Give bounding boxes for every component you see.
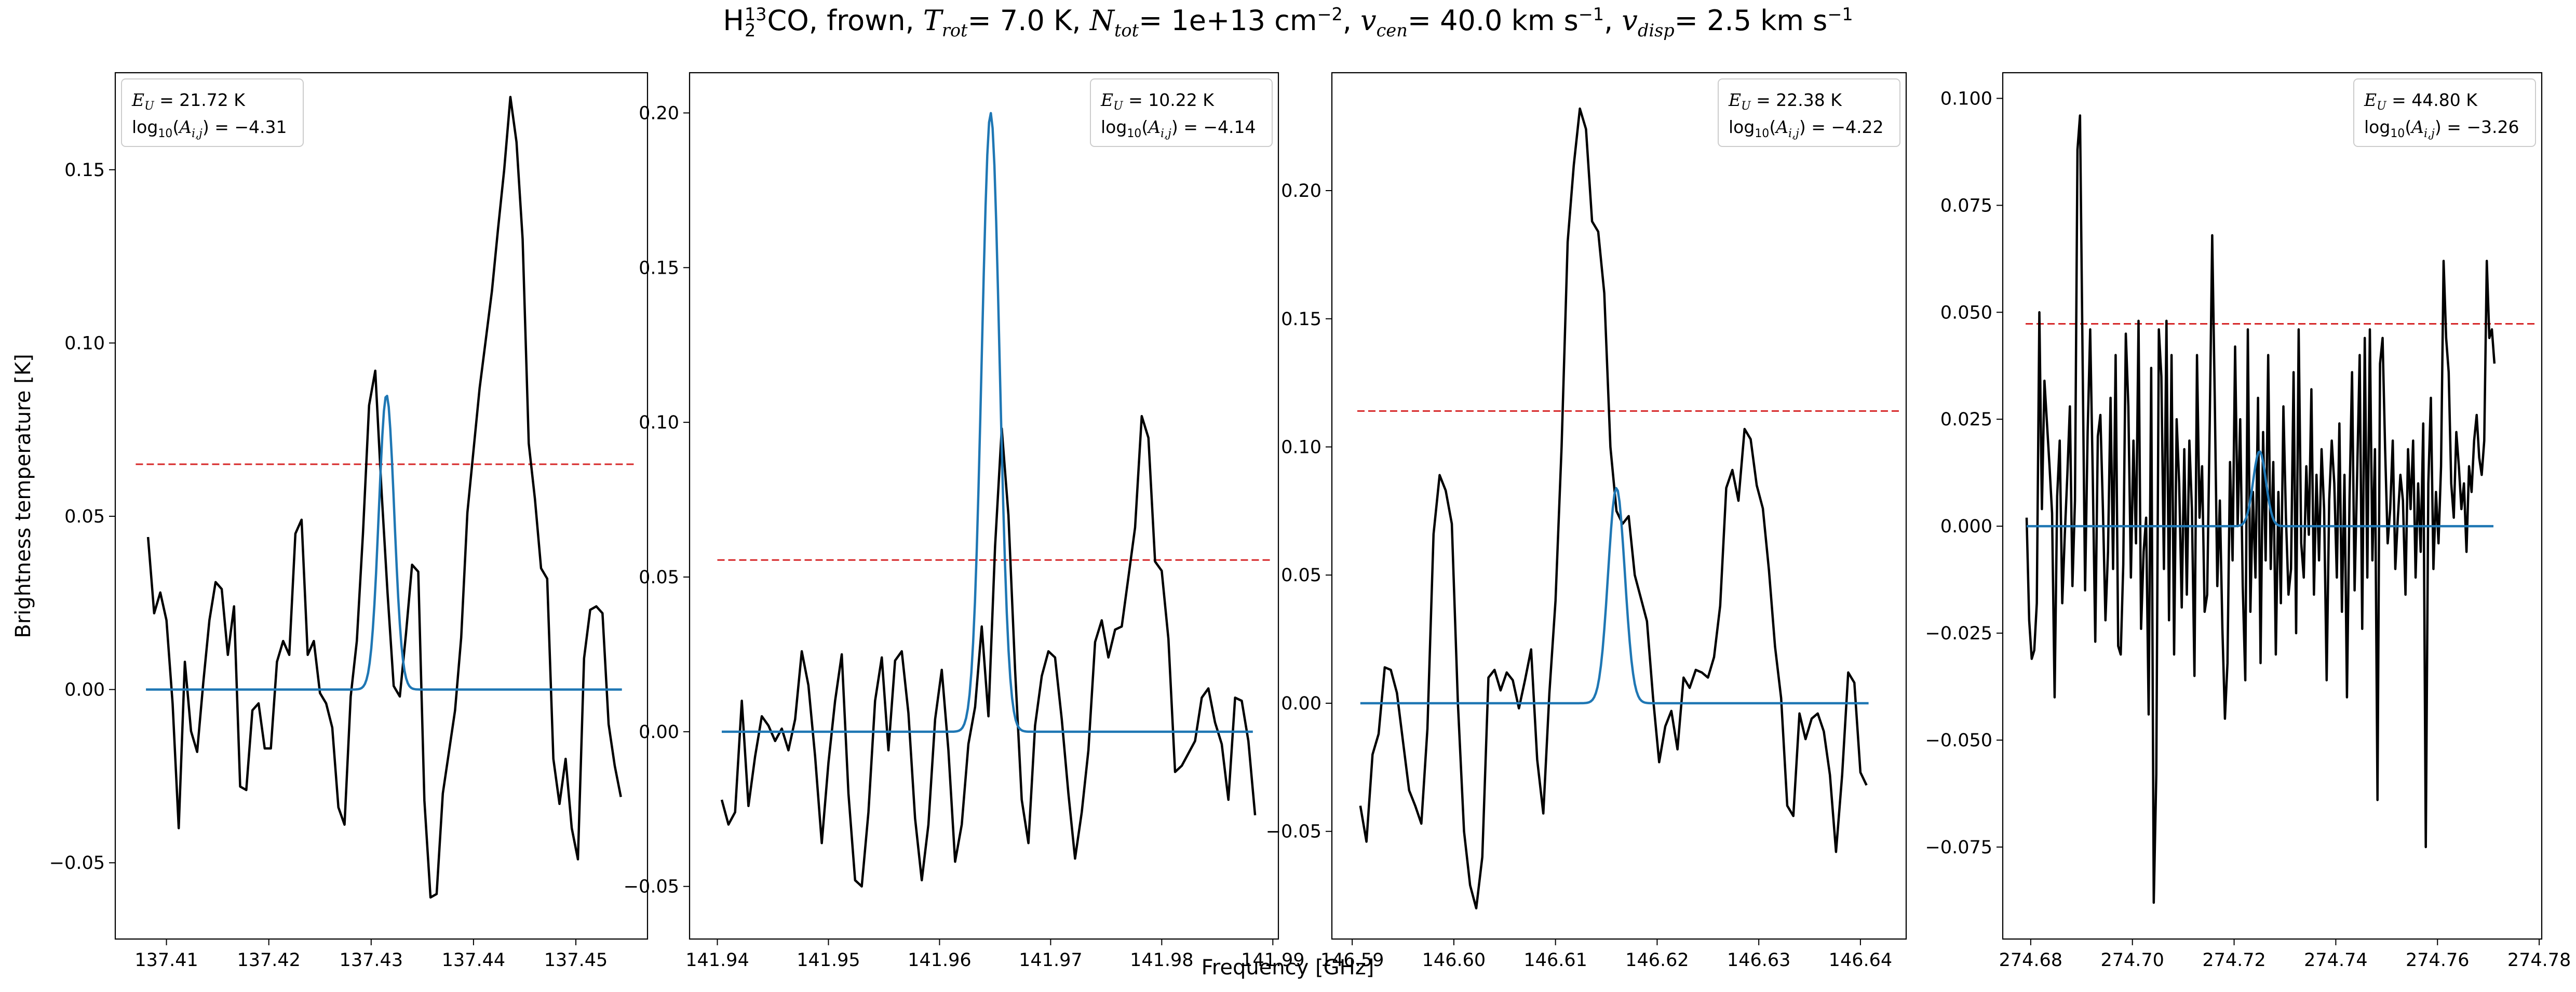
y-tick-label: 0.05 bbox=[1281, 565, 1321, 586]
y-tick-label: 0.000 bbox=[1940, 516, 1992, 537]
y-tick-label: 0.00 bbox=[64, 680, 105, 701]
y-tick-label: 0.00 bbox=[639, 722, 679, 743]
title-vdisp: vdisp= 2.5 km s−1 bbox=[1622, 4, 1853, 37]
title-vcen: vcen= 40.0 km s−1, bbox=[1360, 4, 1622, 37]
y-tick-label: −0.075 bbox=[1925, 837, 1992, 858]
y-tick-label: 0.050 bbox=[1940, 302, 1992, 323]
legend-einstein-a-text: log10(Ai,j) = −4.22 bbox=[1729, 117, 1884, 140]
y-tick-label: 0.20 bbox=[639, 103, 679, 124]
x-tick-label: 274.76 bbox=[2406, 950, 2469, 971]
x-tick-label: 146.61 bbox=[1523, 950, 1587, 971]
x-tick-label: 141.95 bbox=[797, 950, 860, 971]
x-tick-label: 274.74 bbox=[2304, 950, 2367, 971]
x-tick-label: 137.41 bbox=[134, 950, 198, 971]
x-tick-label: 137.42 bbox=[237, 950, 300, 971]
y-tick-label: 0.15 bbox=[1281, 309, 1321, 330]
x-tick-label: 141.96 bbox=[908, 950, 971, 971]
y-tick-label: 0.15 bbox=[64, 160, 105, 181]
observed-spectrum-line bbox=[148, 97, 621, 897]
y-tick-label: −0.05 bbox=[49, 853, 105, 874]
observed-spectrum-line bbox=[2027, 115, 2494, 903]
y-tick-label: 0.10 bbox=[64, 333, 105, 354]
model-spectrum-line bbox=[722, 113, 1253, 732]
y-tick-label: 0.05 bbox=[639, 567, 679, 588]
y-tick-label: 0.20 bbox=[1281, 181, 1321, 202]
y-tick-label: 0.00 bbox=[1281, 693, 1321, 714]
y-tick-label: 0.10 bbox=[639, 412, 679, 433]
x-tick-label: 146.63 bbox=[1727, 950, 1790, 971]
y-tick-label: 0.10 bbox=[1281, 437, 1321, 458]
x-tick-label: 146.60 bbox=[1422, 950, 1486, 971]
x-tick-label: 141.94 bbox=[685, 950, 749, 971]
legend-einstein-a-text: log10(Ai,j) = −4.31 bbox=[132, 117, 287, 140]
x-tick-label: 137.44 bbox=[442, 950, 505, 971]
x-tick-label: 146.64 bbox=[1829, 950, 1892, 971]
x-tick-label: 146.62 bbox=[1625, 950, 1689, 971]
legend-einstein-a-text: log10(Ai,j) = −4.14 bbox=[1101, 117, 1256, 140]
y-tick-label: −0.05 bbox=[1266, 822, 1321, 842]
y-tick-label: −0.025 bbox=[1925, 623, 1992, 644]
y-tick-label: 0.100 bbox=[1940, 88, 1992, 109]
x-tick-label: 137.45 bbox=[544, 950, 608, 971]
panel-3: 146.59 146.60 146.61 146.62 146.63 146.64−0.0… bbox=[1266, 73, 1906, 971]
title-trot: Trot= 7.0 K, bbox=[923, 4, 1090, 37]
y-tick-label: 0.075 bbox=[1940, 195, 1992, 216]
x-tick-label: 137.43 bbox=[340, 950, 403, 971]
panel-1: 137.41 137.42 137.43 137.44 137.45 −0.05 0.00 0… bbox=[49, 73, 648, 971]
figure-title: H 13 2 CO, frown, Trot= 7.0 K, Ntot= 1e+13 … bbox=[0, 4, 2576, 41]
legend-einstein-a-text: log10(Ai,j) = −3.26 bbox=[2364, 117, 2519, 140]
y-axis-label: Brightness temperature [K] bbox=[11, 354, 35, 638]
panel-4: 274.68 274.70 274.72 274.74 274.76 274.78 −0.0… bbox=[1925, 73, 2571, 971]
y-tick-label: 0.15 bbox=[639, 258, 679, 278]
y-tick-label: −0.05 bbox=[624, 877, 679, 897]
title-species: H 13 2 CO, frown, bbox=[723, 4, 923, 37]
x-tick-label: 274.68 bbox=[1999, 950, 2062, 971]
y-tick-label: −0.050 bbox=[1925, 730, 1992, 751]
x-tick-label: 274.70 bbox=[2100, 950, 2164, 971]
x-tick-label: 274.78 bbox=[2507, 950, 2571, 971]
x-tick-label: 274.72 bbox=[2202, 950, 2265, 971]
y-tick-label: 0.05 bbox=[64, 506, 105, 527]
model-spectrum-line bbox=[1360, 488, 1869, 703]
x-tick-label: 141.97 bbox=[1019, 950, 1082, 971]
axes-frame bbox=[690, 73, 1278, 939]
observed-spectrum-line bbox=[722, 416, 1255, 886]
y-tick-label: 0.025 bbox=[1940, 409, 1992, 430]
x-tick-label: 141.98 bbox=[1130, 950, 1193, 971]
title-ntot: Ntot= 1e+13 cm−2, bbox=[1090, 4, 1360, 37]
panel-2: 141.94 141.95 141.96 141.97 141.98 141.99−0.0… bbox=[624, 73, 1305, 971]
x-axis-label: Frequency [GHz] bbox=[1202, 956, 1374, 980]
